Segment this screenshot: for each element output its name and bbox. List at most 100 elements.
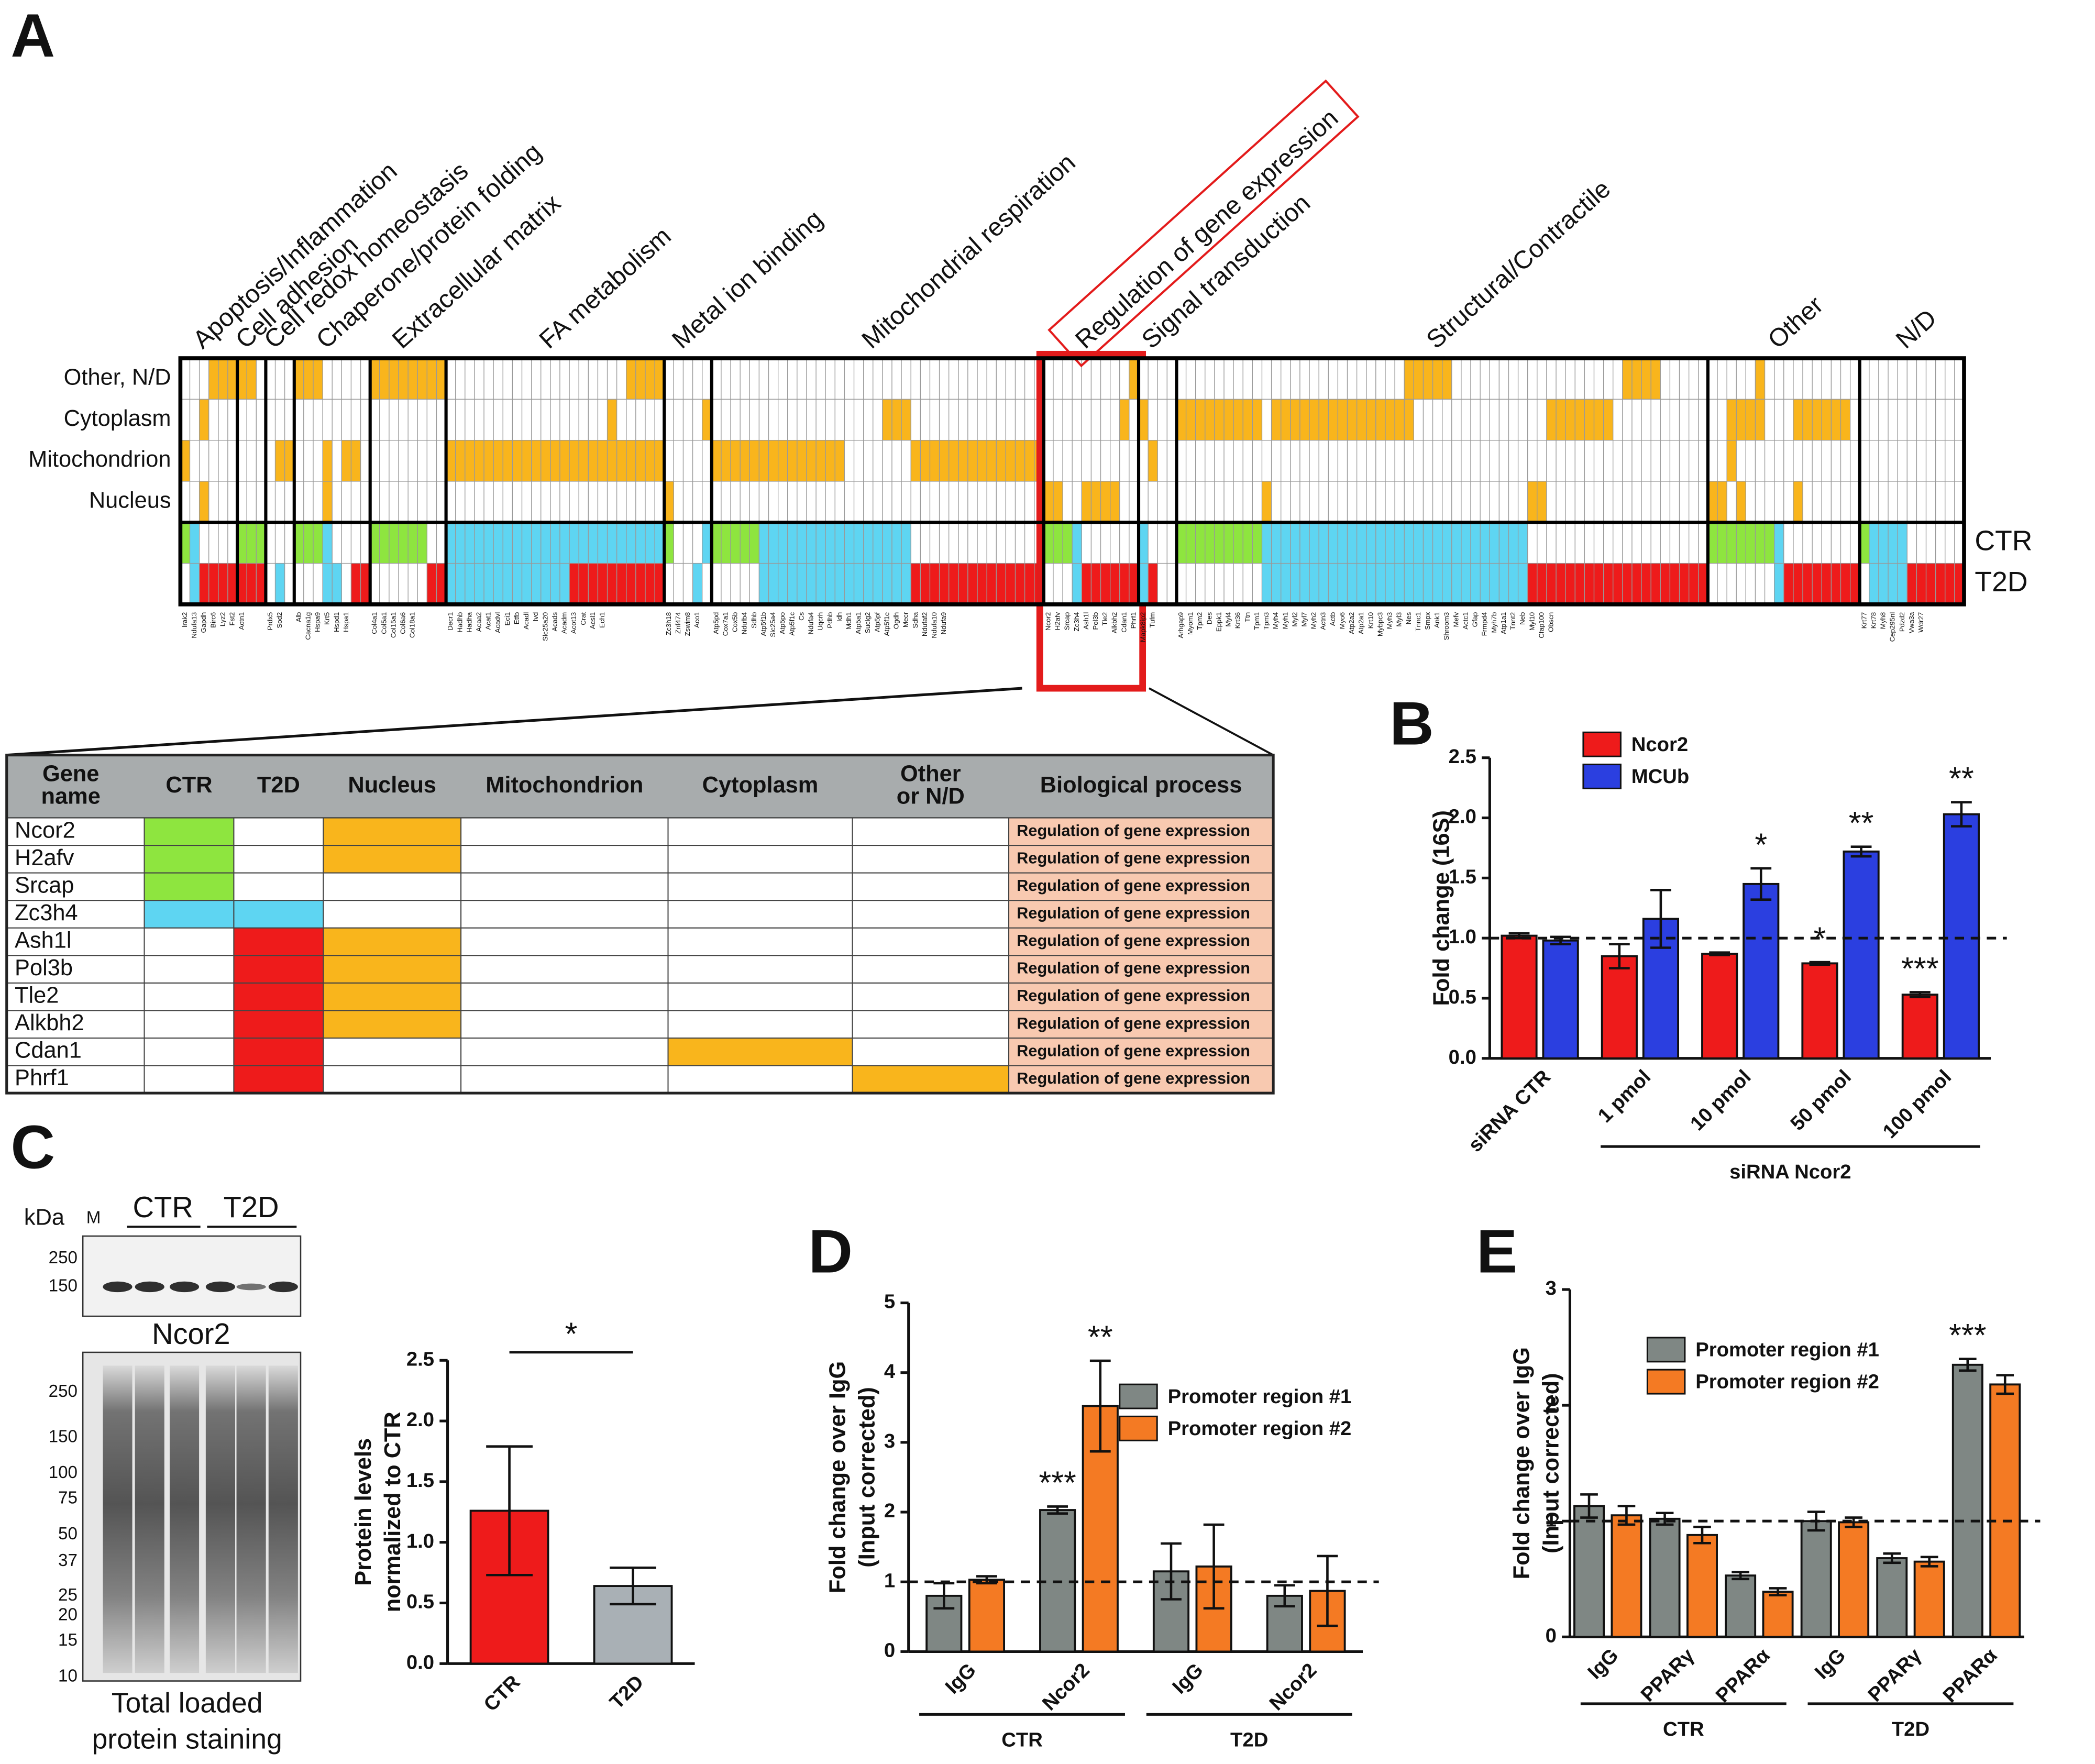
heatmap-cell [1631,399,1642,441]
heatmap-cell [1357,563,1367,605]
gene-label: Myl2 [1291,612,1298,627]
heatmap-cell [531,399,542,441]
heatmap-cell [1755,439,1766,482]
heatmap-cell [949,358,959,400]
heatmap-cell [246,563,257,605]
table-cell [233,1065,324,1094]
heatmap-cell [493,399,503,441]
heatmap-cell [1072,481,1082,523]
heatmap-cell [531,439,542,482]
heatmap-cell [246,522,257,564]
gene-label: Myh7b [1490,612,1498,633]
heatmap-cell [749,439,760,482]
table-cell [667,982,853,1011]
heatmap-cell [1015,358,1026,400]
table-cell [1008,1037,1274,1066]
table-cell [323,982,462,1011]
heatmap-cell [1793,399,1803,441]
heatmap-cell [389,481,399,523]
heatmap-cell [929,481,940,523]
heatmap-cell [502,481,513,523]
table-cell [1008,1010,1274,1039]
heatmap-cell [929,399,940,441]
gene-label: Tnnt2 [1509,612,1517,630]
bar [1800,1520,1832,1638]
heatmap-cell [1148,522,1158,564]
heatmap-cell [1489,481,1500,523]
heatmap-cell [1878,399,1889,441]
heatmap-cell [806,481,817,523]
heatmap-cell [1916,439,1927,482]
heatmap-cell [1337,563,1348,605]
heatmap-cell [303,399,314,441]
table-cell [667,1010,853,1039]
heatmap-cell [1679,563,1690,605]
heatmap-cell [1337,358,1348,400]
heatmap-cell [1556,563,1566,605]
y-tick-label: 0.5 [1449,986,1476,1008]
heatmap-cell [1309,522,1319,564]
heatmap-cell [1024,481,1035,523]
gene-label: Acaa2 [475,612,483,632]
heatmap-cell [1831,563,1842,605]
gene-label: Cs [797,612,805,621]
heatmap-cell [1660,563,1671,605]
heatmap-cell [550,439,560,482]
heatmap-cell [1925,358,1936,400]
heatmap-cell [1517,358,1528,400]
heatmap-cell [417,522,428,564]
heatmap-cell [949,439,959,482]
heatmap-cell [967,399,978,441]
heatmap-cell [853,481,864,523]
heatmap-cell [1565,481,1575,523]
heatmap-cell [749,358,760,400]
group-label: CTR [1001,1728,1043,1751]
heatmap-cell [1935,439,1946,482]
heatmap-cell [1945,399,1955,441]
heatmap-cell [1565,522,1575,564]
heatmap-cell [1470,522,1481,564]
heatmap-cell [1755,481,1766,523]
heatmap-cell [1480,522,1490,564]
heatmap-cell [1110,522,1120,564]
gene-label: Myl3 [1395,612,1403,627]
heatmap-cell [692,481,703,523]
table-cell [1008,927,1274,956]
heatmap-cell [1679,481,1690,523]
heatmap-cell [1631,522,1642,564]
heatmap-cell [1669,563,1680,605]
heatmap-cell [1783,439,1794,482]
heatmap-cell [1233,481,1243,523]
bar [1838,1521,1870,1638]
heatmap-cell [455,439,466,482]
bar [1501,934,1538,1060]
heatmap-cell [559,481,570,523]
heatmap-cell [1451,522,1462,564]
heatmap-cell [797,399,807,441]
heatmap-cell [597,439,608,482]
heatmap-cell [322,563,333,605]
heatmap-cell [882,481,892,523]
gene-label: Acads [550,612,558,631]
heatmap-cell [939,439,950,482]
heatmap-cell [929,563,940,605]
table-cell [1008,900,1274,929]
heatmap-cell [1252,358,1263,400]
table-header: Other [900,761,961,786]
heatmap-cell [1290,481,1300,523]
table-cell [852,927,1010,956]
gene-label: Lyz2 [218,612,226,627]
heatmap-cell [1574,563,1585,605]
heatmap-cell [749,399,760,441]
gel-lane [135,1365,164,1673]
heatmap-cell [1423,563,1434,605]
heatmap-cell [465,522,475,564]
heatmap-cell [939,522,950,564]
heatmap-cell [853,439,864,482]
heatmap-cell [1689,481,1699,523]
gene-label: Cdan1 [1120,612,1128,633]
heatmap-cell [1745,481,1756,523]
heatmap-cell [777,439,788,482]
heatmap-cell [1432,358,1443,400]
heatmap-cell [1821,522,1832,564]
